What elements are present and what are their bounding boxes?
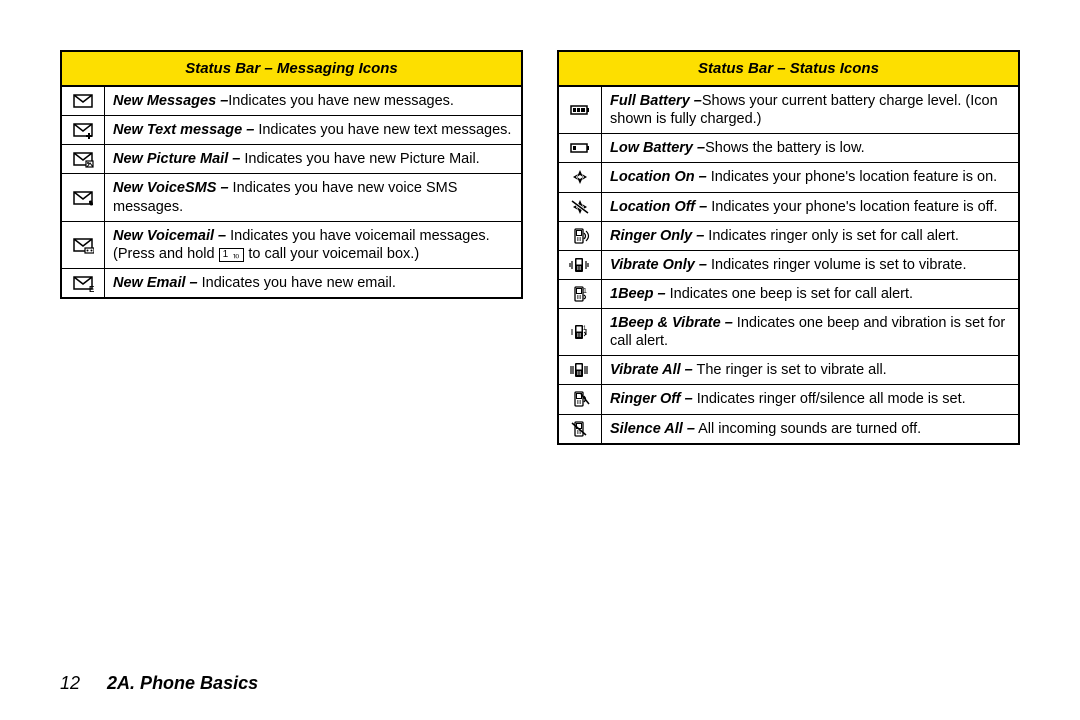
icon-description: 1Beep – Indicates one beep is set for ca… xyxy=(602,279,1020,308)
icon-description: Location Off – Indicates your phone's lo… xyxy=(602,192,1020,221)
phone-ringer-icon xyxy=(558,221,602,250)
table-row: 11Beep & Vibrate – Indicates one beep an… xyxy=(558,309,1019,356)
location-off-icon xyxy=(558,192,602,221)
icon-description: Full Battery –Shows your current battery… xyxy=(602,86,1020,134)
svg-text:E: E xyxy=(89,285,94,292)
table-header: Status Bar – Messaging Icons xyxy=(61,51,522,86)
phone-1beep-icon: 1 xyxy=(558,279,602,308)
table-row: Low Battery –Shows the battery is low. xyxy=(558,134,1019,163)
icon-description: New Voicemail – Indicates you have voice… xyxy=(105,221,523,268)
icon-description: Silence All – All incoming sounds are tu… xyxy=(602,414,1020,444)
term-label: Ringer Only – xyxy=(610,228,704,244)
section-title: 2A. Phone Basics xyxy=(107,673,258,693)
table-row: 1 1Beep – Indicates one beep is set for c… xyxy=(558,279,1019,308)
table-row: Full Battery –Shows your current battery… xyxy=(558,86,1019,134)
icon-description: New Email – Indicates you have new email… xyxy=(105,268,523,298)
term-label: Vibrate All – xyxy=(610,362,693,378)
table-row: New Messages –Indicates you have new mes… xyxy=(61,86,522,116)
term-label: Vibrate Only – xyxy=(610,257,707,273)
icon-description: New Text message – Indicates you have ne… xyxy=(105,116,523,145)
envelope-plus-icon xyxy=(61,116,105,145)
icon-description: Vibrate Only – Indicates ringer volume i… xyxy=(602,250,1020,279)
icon-description: Low Battery –Shows the battery is low. xyxy=(602,134,1020,163)
table-header: Status Bar – Status Icons xyxy=(558,51,1019,86)
phone-ringoff-icon xyxy=(558,385,602,414)
icon-description: New Messages –Indicates you have new mes… xyxy=(105,86,523,116)
term-label: Low Battery – xyxy=(610,140,705,156)
term-label: New Text message – xyxy=(113,122,254,138)
phone-1bv-icon: 1 xyxy=(558,309,602,356)
envelope-icon xyxy=(61,86,105,116)
battery-full-icon xyxy=(558,86,602,134)
phone-viball-icon xyxy=(558,356,602,385)
table-row: Ringer Only – Indicates ringer only is s… xyxy=(558,221,1019,250)
envelope-tape-icon xyxy=(61,221,105,268)
phone-vibrate-icon xyxy=(558,250,602,279)
messaging-icons-table: Status Bar – Messaging Icons New Message… xyxy=(60,50,523,445)
table-row: Silence All – All incoming sounds are tu… xyxy=(558,414,1019,444)
envelope-voice-icon xyxy=(61,174,105,221)
page-number: 12 xyxy=(60,673,80,693)
key-icon: 1 ⏨ xyxy=(219,248,245,262)
term-label: New Picture Mail – xyxy=(113,151,240,167)
table-row: New Picture Mail – Indicates you have ne… xyxy=(61,145,522,174)
table-row: New VoiceSMS – Indicates you have new vo… xyxy=(61,174,522,221)
icon-description: Ringer Only – Indicates ringer only is s… xyxy=(602,221,1020,250)
svg-text:1: 1 xyxy=(583,288,587,295)
location-on-icon xyxy=(558,163,602,192)
term-label: New VoiceSMS – xyxy=(113,180,229,196)
term-label: Location On – xyxy=(610,169,707,185)
term-label: 1Beep & Vibrate – xyxy=(610,315,733,331)
icon-description: New Picture Mail – Indicates you have ne… xyxy=(105,145,523,174)
table-row: Location Off – Indicates your phone's lo… xyxy=(558,192,1019,221)
icon-description: New VoiceSMS – Indicates you have new vo… xyxy=(105,174,523,221)
battery-low-icon xyxy=(558,134,602,163)
term-label: Silence All – xyxy=(610,421,695,437)
icon-description: 1Beep & Vibrate – Indicates one beep and… xyxy=(602,309,1020,356)
table-row: Location On – Indicates your phone's loc… xyxy=(558,163,1019,192)
status-icons-table: Status Bar – Status Icons Full Battery –… xyxy=(557,50,1020,445)
term-label: Full Battery – xyxy=(610,93,702,109)
envelope-e-icon: E xyxy=(61,268,105,298)
page-footer: 12 2A. Phone Basics xyxy=(60,673,258,694)
term-label: New Voicemail – xyxy=(113,228,226,244)
table-row: Ringer Off – Indicates ringer off/silenc… xyxy=(558,385,1019,414)
icon-description: Vibrate All – The ringer is set to vibra… xyxy=(602,356,1020,385)
phone-silence-icon xyxy=(558,414,602,444)
envelope-pic-icon xyxy=(61,145,105,174)
icon-description: Location On – Indicates your phone's loc… xyxy=(602,163,1020,192)
table-row: E New Email – Indicates you have new emai… xyxy=(61,268,522,298)
table-row: Vibrate All – The ringer is set to vibra… xyxy=(558,356,1019,385)
term-label: 1Beep – xyxy=(610,286,666,302)
table-row: Vibrate Only – Indicates ringer volume i… xyxy=(558,250,1019,279)
term-label: New Email – xyxy=(113,275,198,291)
table-row: New Text message – Indicates you have ne… xyxy=(61,116,522,145)
table-row: New Voicemail – Indicates you have voice… xyxy=(61,221,522,268)
term-label: Ringer Off – xyxy=(610,391,693,407)
term-label: Location Off – xyxy=(610,199,707,215)
term-label: New Messages – xyxy=(113,93,228,109)
icon-description: Ringer Off – Indicates ringer off/silenc… xyxy=(602,385,1020,414)
